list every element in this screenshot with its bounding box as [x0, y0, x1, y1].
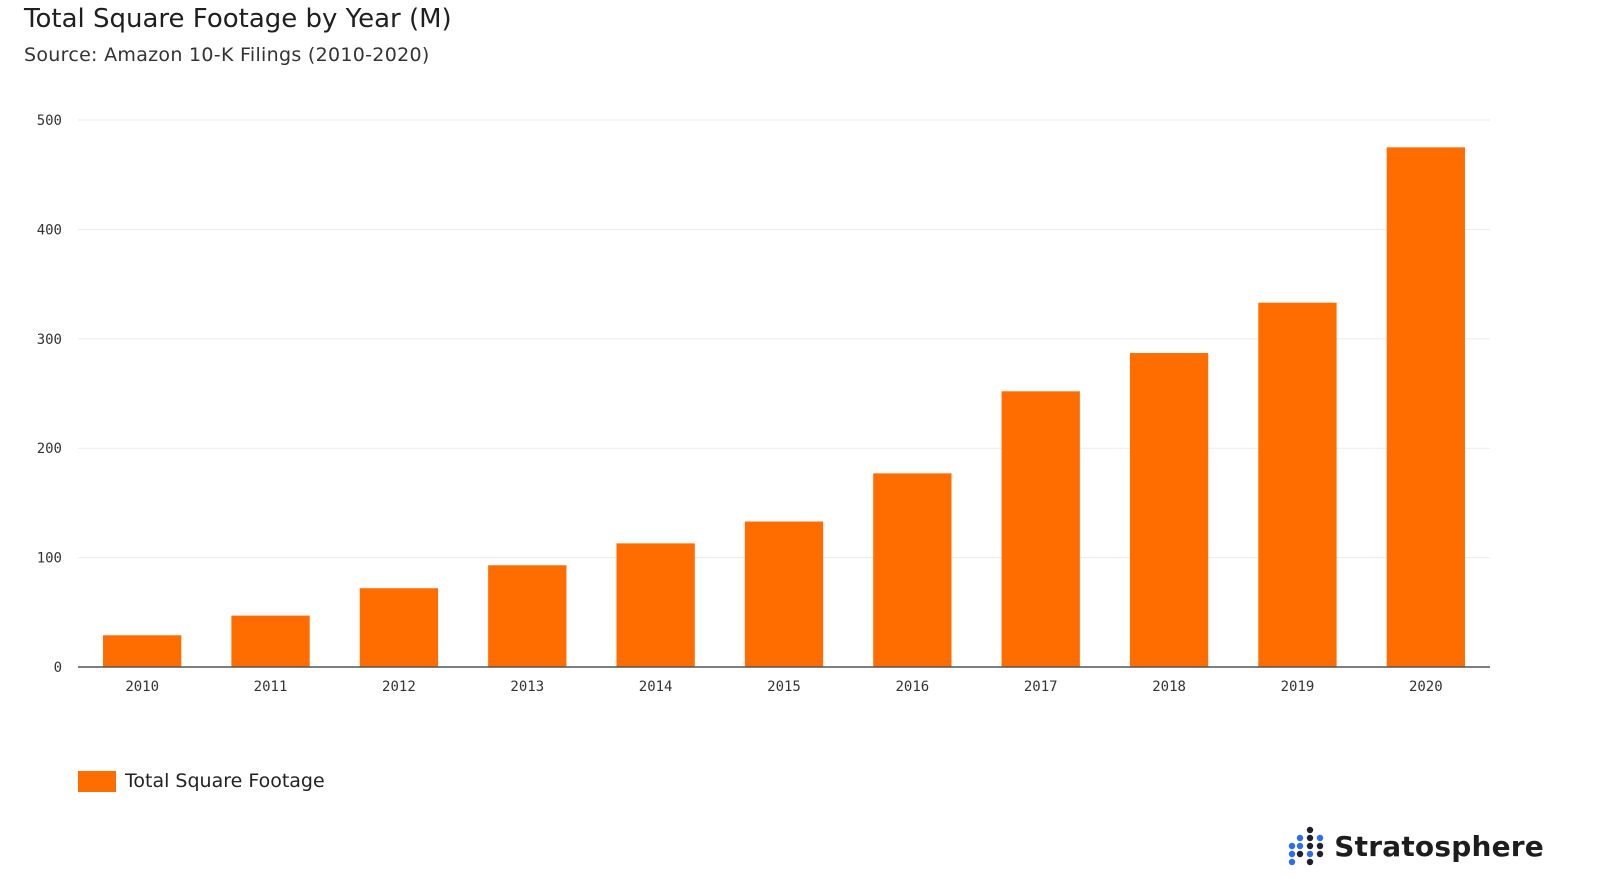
bar-2019	[1258, 302, 1337, 667]
y-tick-label: 200	[37, 441, 62, 457]
bar-2017	[1001, 391, 1080, 667]
dot-grid-logo-icon	[1289, 826, 1324, 866]
bar-2015	[744, 521, 824, 667]
brand-watermark: Stratosphere	[1286, 826, 1544, 866]
y-tick-label: 0	[54, 660, 62, 676]
y-tick-label: 100	[37, 551, 62, 567]
y-tick-label: 500	[37, 113, 62, 129]
bar-2014	[616, 543, 695, 667]
bar-2012	[359, 588, 439, 667]
bar-2020	[1386, 147, 1465, 668]
x-tick-label: 2011	[254, 679, 288, 695]
legend-swatch	[78, 770, 116, 792]
x-tick-label: 2010	[125, 679, 159, 695]
x-tick-label: 2016	[896, 679, 930, 695]
bar-2010	[103, 635, 182, 667]
chart-title: Total Square Footage by Year (M)	[24, 4, 452, 34]
x-tick-label: 2015	[767, 679, 801, 695]
bars	[103, 147, 1465, 668]
y-axis-ticks: 0 100 200 300 400 500	[37, 113, 62, 676]
bar-2016	[873, 473, 952, 667]
chart-subtitle: Source: Amazon 10-K Filings (2010-2020)	[24, 44, 430, 66]
x-tick-label: 2012	[382, 679, 416, 695]
x-tick-label: 2013	[510, 679, 544, 695]
x-tick-label: 2019	[1281, 679, 1315, 695]
brand-name: Stratosphere	[1334, 829, 1544, 863]
y-tick-label: 400	[37, 222, 62, 238]
legend-label: Total Square Footage	[125, 770, 325, 792]
x-axis-ticks: 2010 2011 2012 2013 2014 2015 2016 2017 2018 2019…	[125, 679, 1442, 695]
x-tick-label: 2014	[639, 679, 673, 695]
bar-2013	[488, 565, 567, 667]
bar-2011	[231, 615, 310, 667]
x-tick-label: 2018	[1152, 679, 1186, 695]
x-tick-label: 2020	[1409, 679, 1443, 695]
bar-2018	[1129, 353, 1209, 667]
y-tick-label: 300	[37, 332, 62, 348]
x-tick-label: 2017	[1024, 679, 1058, 695]
legend: Total Square Footage	[78, 770, 325, 792]
